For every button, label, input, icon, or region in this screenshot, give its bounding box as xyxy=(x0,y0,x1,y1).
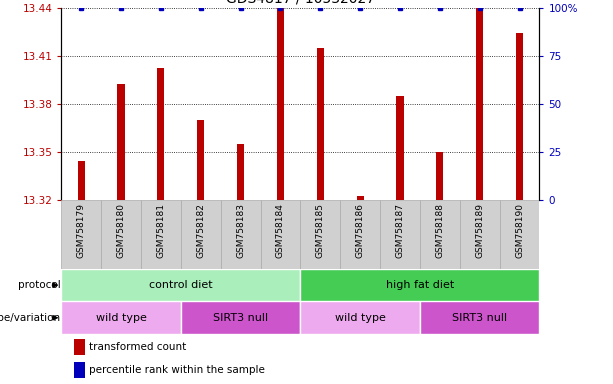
Bar xyxy=(141,200,181,269)
Bar xyxy=(197,120,204,200)
Text: control diet: control diet xyxy=(149,280,213,290)
Bar xyxy=(78,161,85,200)
Text: SIRT3 null: SIRT3 null xyxy=(213,313,268,323)
Bar xyxy=(436,152,443,200)
Text: GSM758188: GSM758188 xyxy=(435,203,444,258)
Text: GSM758184: GSM758184 xyxy=(276,203,285,258)
Bar xyxy=(277,8,284,200)
Bar xyxy=(397,96,403,200)
Text: GSM758185: GSM758185 xyxy=(316,203,325,258)
Bar xyxy=(74,362,85,378)
Text: GSM758180: GSM758180 xyxy=(116,203,126,258)
Bar xyxy=(221,200,261,269)
Bar xyxy=(420,301,539,334)
Bar xyxy=(516,33,523,200)
Title: GDS4817 / 10532027: GDS4817 / 10532027 xyxy=(226,0,375,5)
Bar xyxy=(380,200,420,269)
Text: protocol: protocol xyxy=(18,280,61,290)
Text: GSM758186: GSM758186 xyxy=(356,203,365,258)
Text: GSM758187: GSM758187 xyxy=(395,203,405,258)
Text: GSM758182: GSM758182 xyxy=(196,203,205,258)
Bar xyxy=(118,84,124,200)
Bar xyxy=(61,301,181,334)
Bar xyxy=(74,339,85,355)
Bar xyxy=(460,200,500,269)
Text: GSM758190: GSM758190 xyxy=(515,203,524,258)
Text: GSM758181: GSM758181 xyxy=(156,203,166,258)
Text: genotype/variation: genotype/variation xyxy=(0,313,61,323)
Text: GSM758183: GSM758183 xyxy=(236,203,245,258)
Bar xyxy=(181,301,300,334)
Text: GSM758189: GSM758189 xyxy=(475,203,484,258)
Text: high fat diet: high fat diet xyxy=(386,280,454,290)
Bar xyxy=(340,200,380,269)
Text: transformed count: transformed count xyxy=(89,342,186,352)
Bar xyxy=(158,68,164,200)
Bar xyxy=(61,269,300,301)
Bar xyxy=(300,200,340,269)
Text: wild type: wild type xyxy=(335,313,386,323)
Bar xyxy=(101,200,141,269)
Bar xyxy=(61,200,101,269)
Bar xyxy=(300,269,539,301)
Text: SIRT3 null: SIRT3 null xyxy=(452,313,507,323)
Bar xyxy=(237,144,244,200)
Bar xyxy=(261,200,300,269)
Bar xyxy=(420,200,460,269)
Bar xyxy=(357,197,364,200)
Bar xyxy=(317,48,324,200)
Bar xyxy=(300,301,420,334)
Bar xyxy=(476,8,483,200)
Bar xyxy=(500,200,539,269)
Text: percentile rank within the sample: percentile rank within the sample xyxy=(89,365,265,375)
Bar xyxy=(181,200,221,269)
Text: GSM758179: GSM758179 xyxy=(77,203,86,258)
Text: wild type: wild type xyxy=(96,313,147,323)
